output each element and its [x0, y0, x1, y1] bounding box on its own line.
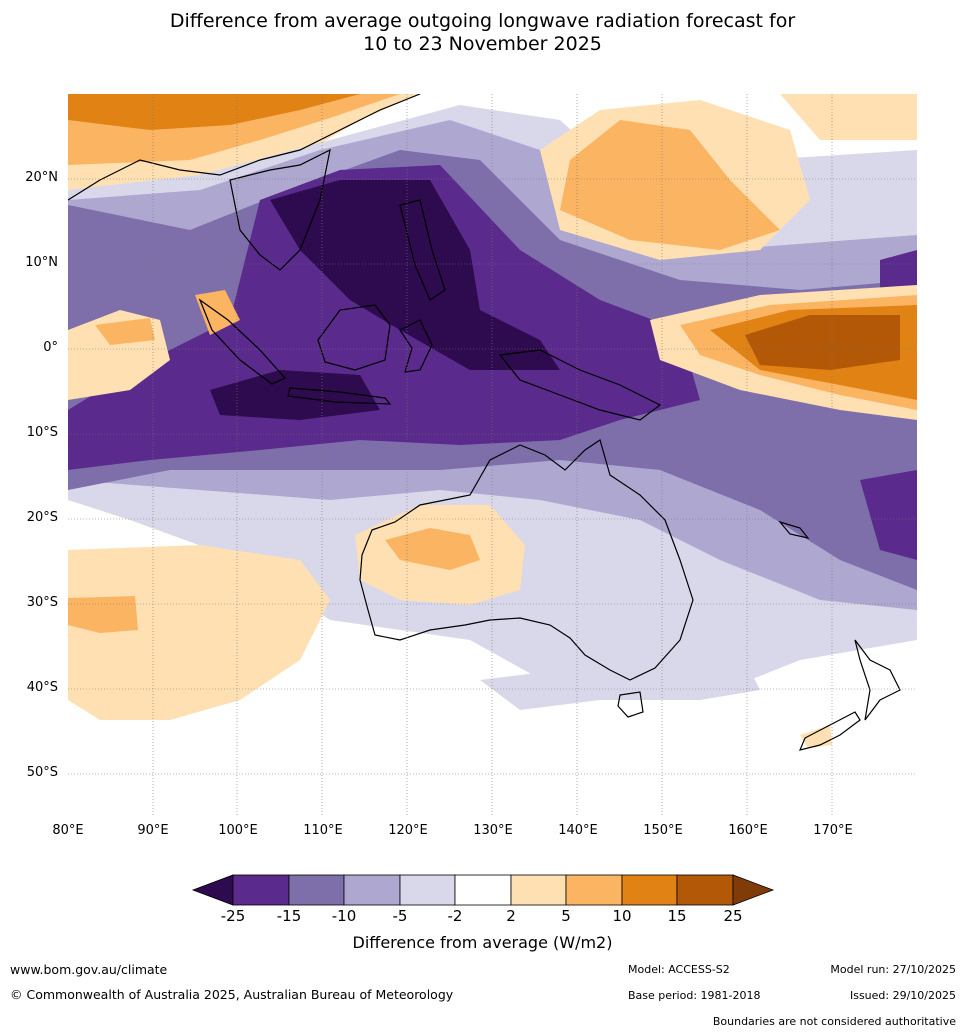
eq-positive-core [745, 315, 900, 370]
base-period-text: Base period: 1981-2018 [628, 989, 761, 1002]
issued-text: Issued: 29/10/2025 [849, 989, 956, 1002]
colorbar-segment-6 [510, 874, 567, 906]
lat-label-10s: 10°S [26, 425, 58, 440]
colorbar-left-arrow [191, 874, 234, 906]
colorbar-title: Difference from average (W/m2) [352, 933, 613, 952]
west-positive-strong [95, 318, 155, 345]
tasmania-coastline [617, 691, 644, 718]
new-caledonia-coastline [778, 520, 810, 539]
lat-label-40s: 40°S [26, 680, 58, 695]
java-coastline [287, 387, 392, 405]
colorbar-segment-7 [565, 874, 623, 906]
new-zealand-south-coastline [798, 711, 861, 751]
australia-coastline [359, 439, 694, 681]
colorbar-right-arrow [732, 874, 775, 906]
ne-positive-region [780, 94, 917, 140]
colorbar-tick: -10 [331, 907, 357, 925]
colorbar-segment-9 [676, 874, 734, 906]
colorbar-tick: 15 [667, 907, 687, 925]
east-negative-patch-2 [880, 250, 917, 290]
east-negative-patch [860, 470, 917, 560]
colorbar-tick: 2 [506, 907, 516, 925]
borneo-coastline [317, 304, 391, 371]
colorbar-segment-5 [454, 874, 512, 906]
nz-positive [800, 725, 832, 748]
model-run-text: Model run: 27/10/2025 [830, 963, 956, 976]
coastlines [68, 94, 901, 751]
colorbar-segment-2 [288, 874, 345, 906]
sulawesi-coastline [399, 319, 433, 373]
colorbar-tick: -15 [276, 907, 302, 925]
colorbar-segment-3 [343, 874, 401, 906]
colorbar-tick: 25 [723, 907, 743, 925]
north-positive-strong [560, 120, 780, 250]
gridlines [68, 94, 917, 815]
colorbar-tick: -5 [392, 907, 408, 925]
lon-label-110e: 110°E [303, 823, 343, 838]
nw-positive-core [68, 94, 360, 130]
new-zealand-north-coastline [854, 639, 901, 721]
anomaly-field [68, 94, 917, 815]
lat-label-20n: 20°N [25, 170, 58, 185]
asia-mainland-coastline [68, 94, 421, 201]
colorbar-tick: 10 [612, 907, 632, 925]
sw-positive-region [68, 545, 330, 720]
lon-label-120e: 120°E [388, 823, 428, 838]
negative-core-2 [210, 370, 380, 420]
philippines-coastline [399, 199, 446, 301]
disclaimer-text: Boundaries are not considered authoritat… [712, 1015, 956, 1028]
colorbar-tick: -2 [447, 907, 463, 925]
new-guinea-coastline [498, 349, 662, 421]
lat-label-equator: 0° [43, 340, 58, 355]
indochina-coastline [229, 148, 331, 271]
lon-label-90e: 90°E [137, 823, 169, 838]
colorbar-tick: 5 [561, 907, 571, 925]
colorbar [191, 874, 775, 906]
model-text: Model: ACCESS-S2 [628, 963, 730, 976]
lon-label-170e: 170°E [813, 823, 853, 838]
title-line-2: 10 to 23 November 2025 [363, 33, 602, 55]
lat-label-10n: 10°N [25, 255, 58, 270]
lon-label-160e: 160°E [728, 823, 768, 838]
lon-label-100e: 100°E [218, 823, 258, 838]
colorbar-segment-4 [399, 874, 456, 906]
australia-positive-strong [385, 528, 480, 570]
chart-title: Difference from average outgoing longwav… [0, 10, 965, 56]
website-link[interactable]: www.bom.gov.au/climate [10, 962, 168, 977]
lon-label-80e: 80°E [52, 823, 84, 838]
lon-label-130e: 130°E [473, 823, 513, 838]
negative-core-1 [270, 180, 560, 370]
colorbar-tick: -25 [220, 907, 246, 925]
title-line-1: Difference from average outgoing longwav… [169, 10, 796, 32]
lat-label-50s: 50°S [26, 765, 58, 780]
copyright-text: © Commonwealth of Australia 2025, Austra… [10, 987, 454, 1002]
sw-positive-strong [68, 596, 138, 633]
lon-label-150e: 150°E [643, 823, 683, 838]
colorbar-segment-8 [621, 874, 678, 906]
lat-label-20s: 20°S [26, 510, 58, 525]
lon-label-140e: 140°E [558, 823, 598, 838]
colorbar-segment-1 [232, 874, 290, 906]
sumatra-coastline [198, 298, 286, 385]
lat-label-30s: 30°S [26, 595, 58, 610]
